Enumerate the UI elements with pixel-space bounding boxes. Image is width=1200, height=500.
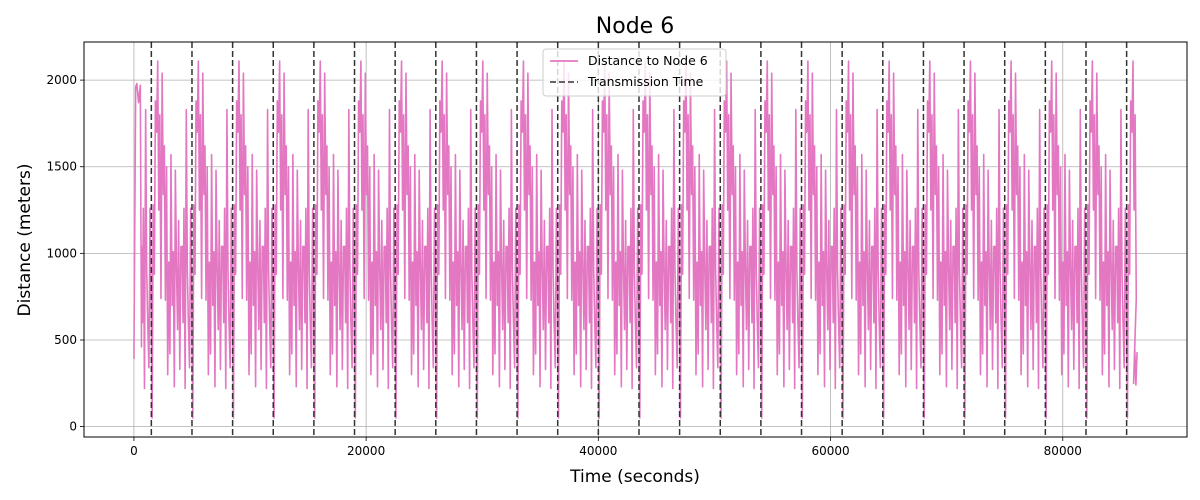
- plot-area: [133, 42, 1138, 437]
- chart-title: Node 6: [596, 14, 674, 39]
- y-axis-label: Distance (meters): [15, 164, 35, 317]
- y-tick-label-2: 1000: [46, 246, 77, 260]
- legend-box: [542, 48, 727, 97]
- y-tick-label-3: 1500: [46, 160, 77, 174]
- plot-frame: [83, 41, 1188, 438]
- y-tick-label-1: 500: [54, 333, 77, 347]
- legend-label-transmission: Transmission Time: [587, 74, 704, 89]
- x-axis: 0 20000 40000 60000 80000: [130, 437, 1082, 458]
- y-tick-label-0: 0: [69, 420, 77, 434]
- transmission-lines: [150, 42, 1128, 437]
- x-tick-label-4: 80000: [1044, 444, 1082, 458]
- x-tick-label-2: 40000: [579, 444, 617, 458]
- series-line-distance: [133, 60, 1138, 419]
- x-tick-label-1: 20000: [347, 444, 385, 458]
- y-tick-label-4: 2000: [46, 73, 77, 87]
- legend: Distance to Node 6 Transmission Time: [542, 48, 727, 97]
- distance-series: [133, 60, 1138, 419]
- x-tick-label-0: 0: [130, 444, 138, 458]
- legend-label-distance: Distance to Node 6: [588, 53, 708, 68]
- grid-layer: [84, 42, 1187, 437]
- x-tick-label-3: 60000: [811, 444, 849, 458]
- y-axis: 0 500 1000 1500 2000: [46, 73, 84, 434]
- x-axis-label: Time (seconds): [569, 467, 700, 487]
